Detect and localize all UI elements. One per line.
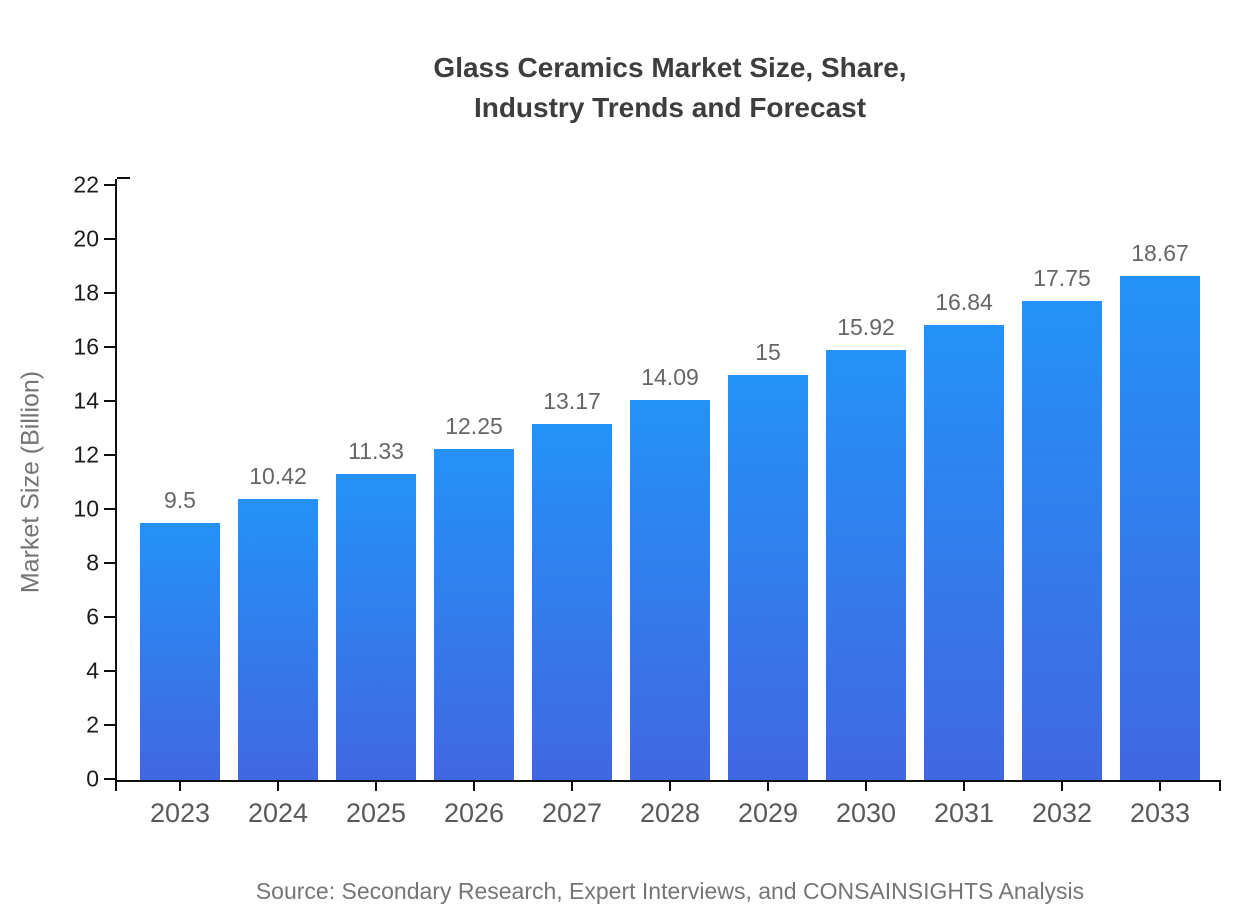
x-tick-label: 2030 bbox=[835, 798, 897, 828]
y-axis-title: Market Size (Billion) bbox=[16, 370, 45, 594]
y-tick-label: 16 bbox=[73, 333, 99, 360]
x-tick-label: 2027 bbox=[541, 798, 603, 828]
y-tick bbox=[104, 724, 115, 726]
bar-value-label: 17.75 bbox=[1033, 265, 1091, 291]
bar bbox=[238, 499, 318, 780]
x-tick bbox=[179, 780, 181, 791]
bar bbox=[336, 474, 416, 780]
bar-value-label: 10.42 bbox=[249, 463, 307, 489]
x-tick bbox=[375, 780, 377, 791]
chart-title: Glass Ceramics Market Size, Share, Indus… bbox=[115, 48, 1225, 128]
bar-value-label: 18.67 bbox=[1131, 240, 1189, 266]
x-tick bbox=[767, 780, 769, 791]
bar-group-2027: 13.17 2027 bbox=[523, 179, 621, 828]
x-axis-left-cap bbox=[115, 780, 117, 791]
x-tick bbox=[963, 780, 965, 791]
x-tick-label: 2024 bbox=[247, 798, 309, 828]
bar bbox=[924, 325, 1004, 780]
x-tick-label: 2028 bbox=[639, 798, 701, 828]
bar-group-2028: 14.09 2028 bbox=[621, 179, 719, 828]
bar bbox=[1022, 301, 1102, 780]
y-tick-label: 8 bbox=[86, 549, 99, 576]
bar bbox=[1120, 276, 1200, 780]
y-tick bbox=[104, 346, 115, 348]
bar-group-2026: 12.25 2026 bbox=[425, 179, 523, 828]
y-tick bbox=[104, 400, 115, 402]
y-tick bbox=[104, 670, 115, 672]
y-tick bbox=[104, 238, 115, 240]
bar-value-label: 12.25 bbox=[445, 413, 503, 439]
bar-group-2023: 9.5 2023 bbox=[131, 179, 229, 828]
bar-group-2024: 10.42 2024 bbox=[229, 179, 327, 828]
y-tick-label: 10 bbox=[73, 495, 99, 522]
bar bbox=[532, 424, 612, 780]
y-tick bbox=[104, 454, 115, 456]
x-tick bbox=[1061, 780, 1063, 791]
y-tick-label: 6 bbox=[86, 603, 99, 630]
plot-area: 0 2 4 6 8 10 12 14 16 18 20 22 9.5 2023 10.42 2024 11.3… bbox=[73, 172, 1221, 828]
y-tick-label: 22 bbox=[73, 171, 99, 198]
bar-group-2031: 16.84 2031 bbox=[915, 179, 1013, 828]
bar-value-label: 13.17 bbox=[543, 388, 601, 414]
x-axis-right-cap bbox=[1219, 780, 1221, 791]
x-tick bbox=[865, 780, 867, 791]
x-tick-label: 2023 bbox=[149, 798, 211, 828]
x-tick bbox=[1159, 780, 1161, 791]
y-tick bbox=[104, 508, 115, 510]
y-axis-top-cap bbox=[117, 177, 130, 179]
y-tick-label: 14 bbox=[73, 387, 99, 414]
bar-group-2032: 17.75 2032 bbox=[1013, 179, 1111, 828]
x-tick bbox=[571, 780, 573, 791]
y-tick-label: 20 bbox=[73, 225, 99, 252]
bar bbox=[140, 523, 220, 780]
x-tick-label: 2025 bbox=[345, 798, 407, 828]
x-tick-label: 2026 bbox=[443, 798, 505, 828]
bar-value-label: 16.84 bbox=[935, 289, 993, 315]
y-tick bbox=[104, 292, 115, 294]
bar-value-label: 11.33 bbox=[348, 438, 404, 464]
source-note: Source: Secondary Research, Expert Inter… bbox=[255, 878, 1085, 904]
chart-title-line1: Glass Ceramics Market Size, Share, bbox=[433, 52, 907, 83]
x-tick bbox=[277, 780, 279, 791]
x-tick-label: 2029 bbox=[737, 798, 799, 828]
y-tick bbox=[104, 616, 115, 618]
x-tick bbox=[669, 780, 671, 791]
bar bbox=[630, 400, 710, 780]
bar-group-2029: 15 2029 bbox=[719, 179, 817, 828]
bar-value-label: 15.92 bbox=[837, 314, 895, 340]
bar-value-label: 9.5 bbox=[164, 487, 196, 513]
y-tick-label: 2 bbox=[86, 711, 99, 738]
bar bbox=[434, 449, 514, 780]
bar bbox=[826, 350, 906, 780]
y-tick-label: 4 bbox=[86, 657, 99, 684]
x-tick-label: 2031 bbox=[933, 798, 995, 828]
x-tick-label: 2033 bbox=[1129, 798, 1191, 828]
y-tick-label: 12 bbox=[73, 441, 99, 468]
bar bbox=[728, 375, 808, 780]
y-tick-label: 0 bbox=[86, 765, 99, 792]
x-tick bbox=[473, 780, 475, 791]
bar-value-label: 15 bbox=[755, 339, 781, 365]
y-tick bbox=[104, 778, 115, 780]
y-tick bbox=[104, 184, 115, 186]
y-tick-label: 18 bbox=[73, 279, 99, 306]
bar-group-2025: 11.33 2025 bbox=[327, 179, 425, 828]
y-tick bbox=[104, 562, 115, 564]
x-tick-label: 2032 bbox=[1031, 798, 1093, 828]
bar-group-2033: 18.67 2033 bbox=[1111, 179, 1209, 828]
chart-title-line2: Industry Trends and Forecast bbox=[473, 92, 867, 123]
bar-group-2030: 15.92 2030 bbox=[817, 179, 915, 828]
bar-value-label: 14.09 bbox=[641, 364, 699, 390]
bars-container: 9.5 2023 10.42 2024 11.33 2025 12.25 2026 13.17 2… bbox=[117, 179, 1221, 828]
